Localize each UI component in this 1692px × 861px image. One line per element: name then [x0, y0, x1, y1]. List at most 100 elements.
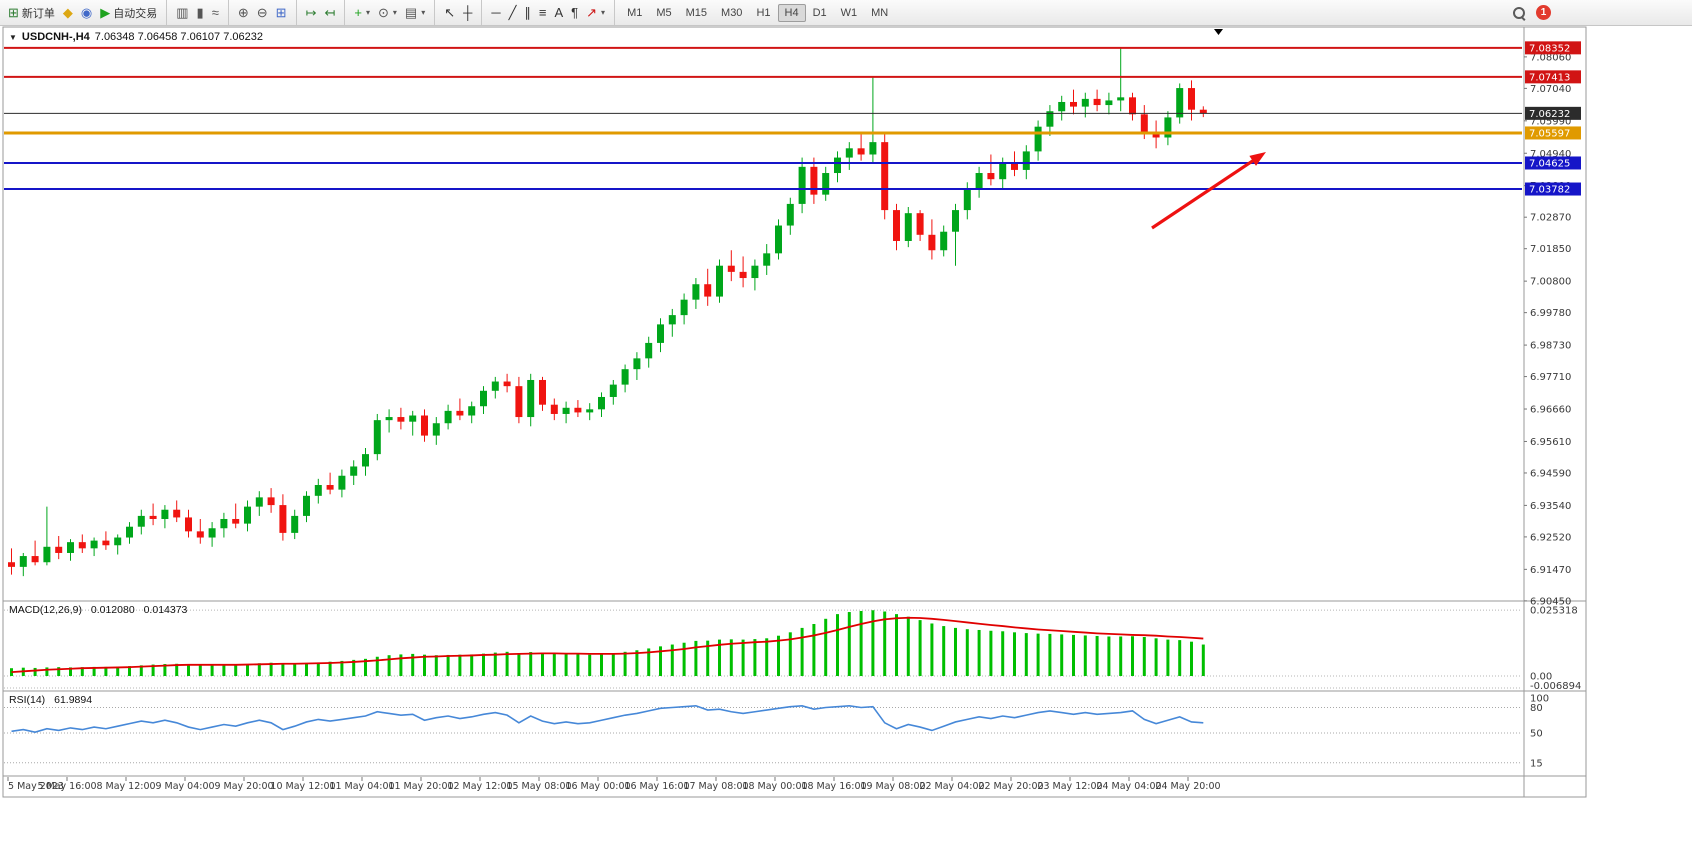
fibonacci-icon: ≡: [538, 5, 547, 20]
y-axis-label: 6.91470: [1530, 565, 1571, 576]
trend-arrow-annotation[interactable]: [1151, 152, 1266, 230]
candle: [137, 509, 145, 535]
candle: [397, 407, 405, 430]
svg-text:7.03782: 7.03782: [1529, 185, 1570, 196]
candle: [1046, 105, 1054, 136]
candle: [114, 534, 122, 555]
rsi-axis-label: 80: [1530, 703, 1543, 714]
chart-shift-icon[interactable]: ↤: [320, 4, 339, 21]
crosshair-icon: ┼: [463, 5, 473, 20]
arrows-button[interactable]: ↗ ▾: [582, 4, 609, 21]
timeframe-h1[interactable]: H1: [756, 6, 771, 19]
candle: [928, 219, 936, 260]
time-label: 16 May 16:00: [624, 781, 689, 792]
cursor-icon[interactable]: ↖: [440, 4, 459, 21]
fibonacci-icon[interactable]: ≡: [535, 4, 551, 21]
price-tag: 7.08352: [1525, 41, 1581, 55]
candle: [126, 522, 133, 544]
candle: [78, 534, 86, 553]
timeframe-w1[interactable]: W1: [840, 6, 858, 19]
candle: [19, 552, 27, 577]
time-label: 11 May 04:00: [329, 781, 394, 792]
time-label: 19 May 08:00: [860, 781, 925, 792]
time-label: 16 May 00:00: [565, 781, 630, 792]
candle: [751, 259, 759, 291]
zoom-in-icon: ⊕: [237, 5, 249, 20]
tile-windows-icon[interactable]: ⊞: [272, 4, 291, 21]
candle: [362, 447, 369, 476]
auto-trading-icon: ▶: [100, 5, 111, 20]
timeframe-m5[interactable]: M5: [656, 6, 672, 19]
rsi-name: RSI(14): [9, 694, 46, 706]
candle: [468, 401, 476, 424]
macd-axis-label: 0.025318: [1530, 606, 1578, 617]
candle: [716, 259, 723, 303]
crosshair-icon[interactable]: ┼: [459, 4, 476, 21]
candle: [539, 376, 546, 411]
candle: [185, 509, 192, 538]
macd-value-main: 0.012080: [90, 604, 135, 616]
candle: [1058, 95, 1066, 121]
horizontal-line-icon[interactable]: ─: [487, 4, 504, 21]
zoom-in-icon[interactable]: ⊕: [234, 4, 253, 21]
auto-scroll-icon: ↦: [305, 5, 317, 20]
y-axis-label: 7.08060: [1530, 52, 1571, 63]
depth-of-market-icon[interactable]: ◆: [59, 4, 77, 21]
indicators-button[interactable]: + ▾: [350, 4, 374, 21]
scroll-group: ↦ ↤: [295, 0, 340, 25]
timeframe-m1[interactable]: M1: [627, 6, 643, 19]
community-icon[interactable]: ◉: [77, 4, 96, 21]
auto-scroll-icon[interactable]: ↦: [302, 4, 321, 21]
timeframe-h4[interactable]: H4: [777, 3, 806, 22]
candle: [31, 540, 39, 566]
text-label-icon[interactable]: ¶: [567, 4, 582, 21]
macd-signal-line: [11, 616, 1204, 673]
equidistant-channel-icon[interactable]: ∥: [520, 4, 535, 21]
search-icon[interactable]: [1512, 6, 1526, 20]
symbol-period-label: USDCNH-,H4: [21, 31, 90, 43]
y-axis-label: 6.95610: [1530, 437, 1571, 448]
candlestick-chart-icon[interactable]: ▮: [193, 4, 208, 21]
y-axis-label: 7.04940: [1530, 149, 1571, 160]
price-tag: 7.05597: [1525, 126, 1581, 139]
candle: [609, 379, 617, 405]
zoom-out-icon[interactable]: ⊖: [253, 4, 272, 21]
candle: [916, 210, 924, 241]
candle: [574, 400, 582, 418]
candle: [1199, 106, 1207, 118]
candlestick-chart-icon: ▮: [196, 5, 204, 20]
chart-shift-icon: ↤: [324, 5, 336, 20]
new-order-button[interactable]: ⊞ 新订单: [4, 3, 59, 23]
candle: [692, 278, 700, 309]
notification-badge[interactable]: 1: [1536, 5, 1551, 20]
candle: [940, 225, 948, 257]
candle: [975, 166, 983, 198]
auto-trading-button[interactable]: ▶ 自动交易: [96, 3, 161, 23]
timeframe-m15[interactable]: M15: [685, 6, 708, 19]
time-label: 18 May 16:00: [801, 781, 866, 792]
time-label: 11 May 20:00: [388, 781, 453, 792]
templates-button[interactable]: ▤ ▾: [401, 4, 429, 21]
timeframe-mn[interactable]: MN: [871, 6, 889, 19]
price-tag: 7.04625: [1525, 156, 1581, 170]
candle: [645, 336, 653, 368]
trendline-icon[interactable]: ╱: [505, 4, 521, 21]
candle: [421, 409, 428, 442]
indicators-icon: +: [354, 5, 362, 20]
line-chart-icon[interactable]: ≈: [208, 4, 223, 21]
text-icon[interactable]: A: [550, 4, 567, 21]
collapse-triangle-icon[interactable]: ▼: [9, 32, 17, 42]
timeframe-m30[interactable]: M30: [721, 6, 743, 19]
y-axis-label: 6.92520: [1530, 532, 1571, 543]
periods-button[interactable]: ⊙ ▾: [374, 4, 401, 21]
candle: [657, 318, 664, 353]
candle: [161, 505, 169, 529]
candle: [904, 206, 912, 248]
candle: [43, 506, 51, 566]
candle: [491, 376, 499, 399]
timeframe-d1[interactable]: D1: [812, 6, 827, 19]
chart-shift-marker[interactable]: [1214, 29, 1223, 35]
bar-chart-icon[interactable]: ▥: [172, 4, 192, 21]
